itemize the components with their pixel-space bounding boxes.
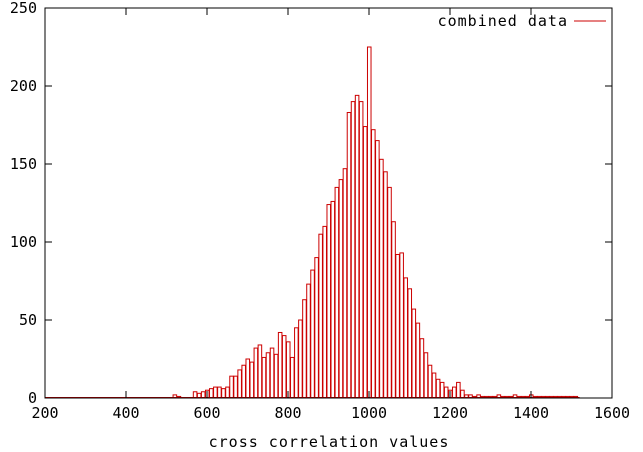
x-tick-label: 1000 — [351, 404, 387, 422]
histogram-bar — [403, 277, 408, 399]
histogram-bar — [358, 101, 364, 399]
histogram-bar — [419, 338, 425, 399]
x-tick-label: 600 — [193, 404, 220, 422]
histogram-bar — [322, 225, 327, 399]
y-tick-label: 50 — [19, 311, 37, 329]
histogram-bar — [423, 352, 429, 399]
histogram-bar — [395, 253, 400, 399]
histogram-bar — [298, 319, 303, 399]
histogram-bar — [375, 140, 380, 399]
histogram-bar — [209, 388, 214, 399]
histogram-bar — [326, 204, 332, 399]
x-tick-label: 1400 — [513, 404, 549, 422]
histogram-bar — [277, 331, 283, 399]
histogram-bar — [213, 386, 218, 399]
histogram-bar — [362, 126, 368, 399]
x-tick-label: 1600 — [594, 404, 630, 422]
histogram-bar — [285, 341, 291, 399]
histogram-bar — [342, 168, 348, 399]
histogram-bar — [391, 221, 396, 399]
histogram-bar — [407, 288, 413, 399]
x-tick-label: 800 — [274, 404, 301, 422]
legend-label: combined data — [438, 12, 568, 30]
histogram-bar — [281, 335, 287, 399]
histogram-bar — [456, 381, 461, 399]
histogram-bar — [225, 386, 230, 399]
histogram-bar — [439, 381, 445, 399]
histogram-bar — [387, 186, 392, 399]
x-tick-label: 1200 — [432, 404, 468, 422]
histogram-bar — [383, 171, 388, 399]
histogram-bar — [427, 364, 433, 399]
x-tick-label: 400 — [112, 404, 139, 422]
histogram-bar — [217, 386, 222, 399]
histogram-bars — [45, 46, 580, 399]
histogram-bar — [371, 129, 376, 399]
histogram-bar — [379, 158, 384, 399]
histogram-bar — [245, 358, 251, 399]
histogram-bar — [257, 344, 263, 399]
y-tick-label: 100 — [10, 233, 37, 251]
histogram-bar — [431, 372, 437, 399]
histogram-bar — [306, 283, 311, 399]
histogram-bar — [249, 361, 255, 399]
histogram-bar — [460, 389, 465, 399]
histogram-bar — [241, 364, 246, 399]
histogram-bar — [443, 386, 449, 399]
histogram-bar — [350, 101, 356, 399]
histogram-bar — [273, 353, 279, 399]
histogram-bar — [237, 369, 242, 399]
histogram-bar — [399, 252, 404, 399]
histogram-bar — [415, 322, 421, 399]
histogram-bar — [354, 94, 360, 399]
y-tick-label: 0 — [28, 389, 37, 407]
histogram-bar — [452, 386, 457, 399]
histogram-bar — [269, 347, 275, 399]
histogram-bar — [302, 299, 307, 399]
histogram-bar — [411, 308, 417, 399]
histogram-bar — [261, 356, 267, 399]
x-tick-labels: 200 400 600 800 1000 1200 1400 1600 — [31, 404, 630, 422]
histogram-bar — [310, 269, 315, 399]
histogram-bar — [221, 388, 226, 399]
histogram-bar — [435, 378, 441, 399]
histogram-bar — [294, 327, 299, 399]
histogram-bar — [253, 347, 259, 399]
plot-frame — [44, 7, 613, 399]
axis-ticks — [44, 7, 613, 399]
histogram-bar — [229, 375, 234, 399]
y-tick-label: 150 — [10, 155, 37, 173]
histogram-bar — [346, 112, 352, 399]
y-tick-label: 200 — [10, 77, 37, 95]
histogram-bar — [366, 46, 372, 399]
x-axis-title: cross correlation values — [209, 433, 450, 451]
y-tick-labels: 0 50 100 150 200 250 — [10, 0, 37, 407]
histogram-bar — [233, 375, 238, 399]
histogram-bar — [314, 257, 319, 399]
histogram-bar — [334, 186, 340, 399]
y-tick-label: 250 — [10, 0, 37, 17]
histogram-bar — [330, 200, 336, 399]
histogram-bar — [318, 233, 323, 399]
histogram-bar — [290, 356, 295, 399]
legend: combined data — [438, 12, 606, 30]
histogram-bar — [265, 352, 271, 399]
x-tick-label: 200 — [31, 404, 58, 422]
histogram-bar — [338, 179, 344, 399]
